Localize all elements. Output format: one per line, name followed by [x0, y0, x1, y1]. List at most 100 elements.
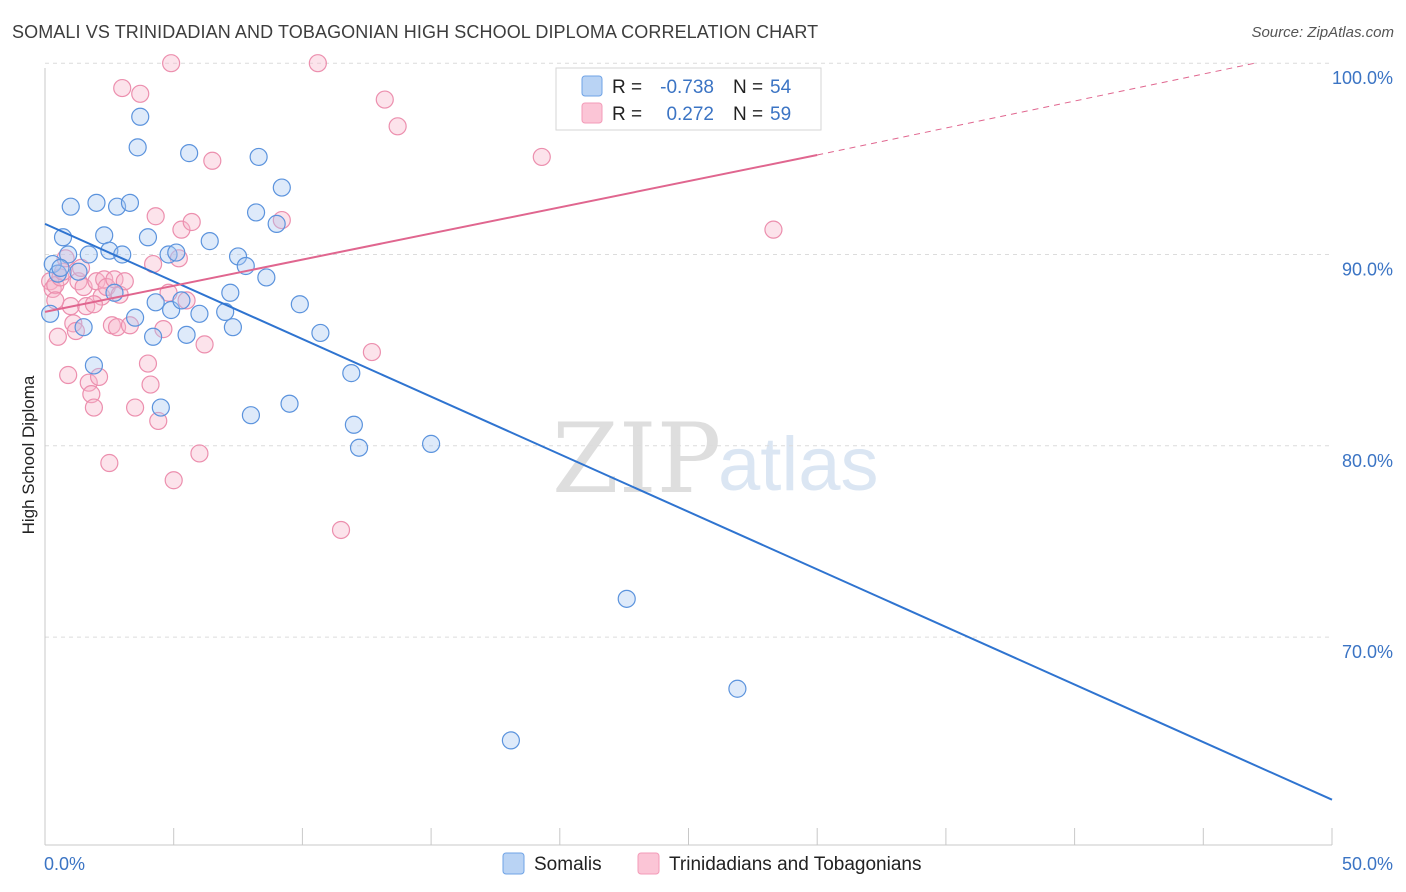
- somalis-point-21: [144, 327, 163, 346]
- trinidadians-point-38: [154, 320, 173, 339]
- somalis-point-39: [249, 147, 268, 167]
- somalis-point-27: [172, 291, 191, 310]
- trinidadians-point-31: [125, 398, 145, 417]
- trinidadians-point-58: [84, 295, 104, 314]
- trinidadians-point-56: [764, 220, 783, 239]
- trinidadians-point-19: [89, 367, 109, 387]
- y-axis-label: High School Diploma: [19, 375, 38, 534]
- somalis-point-7: [74, 318, 93, 337]
- somalis-point-51: [617, 589, 636, 608]
- somalis-point-50: [501, 731, 520, 750]
- trinidadians-point-48: [203, 151, 222, 170]
- somalis-point-46: [342, 364, 361, 383]
- trinidadians-point-47: [195, 335, 214, 354]
- somalis-point-52: [728, 679, 747, 698]
- trinidadians-point-15: [79, 373, 98, 392]
- legend-swatch-somalis: [581, 75, 603, 97]
- somalis-point-40: [257, 268, 276, 287]
- legend-r-value-somalis: -0.738: [660, 77, 714, 98]
- grid-lines: [45, 62, 1332, 638]
- legend: R = -0.738 N = 54 R = 0.272 N = 59: [555, 67, 822, 131]
- somalis-point-23: [151, 398, 170, 417]
- trinidadians-point-55: [532, 147, 551, 167]
- somalis-point-9: [84, 356, 104, 375]
- trinidadians-point-28: [113, 78, 132, 98]
- legend-r-label-somalis: R =: [612, 77, 642, 98]
- bottom-legend-swatch-somalis: [502, 852, 525, 875]
- trinidadians-point-17: [84, 398, 104, 417]
- somalis-point-19: [131, 107, 150, 126]
- legend-n-label-somalis: N =: [733, 77, 763, 98]
- trinidadians-point-45: [182, 212, 201, 232]
- legend-r-value-trinidadians: 0.272: [666, 104, 714, 125]
- series-trinidadians-points: [41, 54, 783, 540]
- somalis-point-26: [167, 243, 186, 262]
- trinidadians-point-53: [375, 90, 394, 109]
- somalis-point-28: [177, 325, 196, 344]
- trinidadians-point-44: [177, 291, 196, 310]
- x-tick-label-min: 0.0%: [44, 854, 85, 874]
- legend-r-label-trinidadians: R =: [612, 104, 642, 125]
- watermark: ZIP atlas: [552, 403, 879, 515]
- trinidadians-point-29: [115, 272, 134, 291]
- somalis-point-44: [290, 295, 309, 314]
- trend-line-trinidadians-extension: [817, 62, 1255, 156]
- bottom-legend: Somalis Trinidadians and Tobagonians: [502, 852, 921, 875]
- series-somalis-points: [41, 107, 747, 750]
- somalis-point-53: [51, 258, 70, 277]
- somalis-point-35: [228, 247, 248, 266]
- trinidadians-point-52: [362, 342, 381, 362]
- somalis-point-18: [128, 138, 147, 157]
- somalis-point-8: [79, 245, 98, 264]
- y-tick-label-90: 90.0%: [1342, 260, 1393, 280]
- source-credit: Source: ZipAtlas.com: [1251, 24, 1394, 41]
- somalis-point-48: [349, 438, 369, 457]
- trinidadians-point-43: [172, 220, 191, 239]
- somalis-point-47: [344, 415, 363, 434]
- somalis-point-5: [61, 197, 80, 216]
- trinidadians-point-54: [388, 117, 407, 136]
- somalis-point-30: [190, 304, 209, 323]
- trinidadians-point-41: [164, 471, 183, 490]
- somalis-point-17: [125, 308, 145, 327]
- trinidadians-point-36: [146, 207, 165, 226]
- somalis-point-37: [241, 406, 261, 425]
- somalis-point-41: [267, 214, 286, 233]
- legend-swatch-trinidadians: [581, 102, 603, 124]
- trinidadians-point-51: [331, 520, 351, 540]
- trinidadians-point-32: [131, 84, 150, 103]
- somalis-point-22: [146, 293, 165, 312]
- trinidadians-point-46: [190, 444, 209, 463]
- somalis-point-31: [200, 232, 219, 251]
- somalis-point-10: [87, 193, 106, 212]
- trinidadians-point-16: [82, 385, 101, 404]
- x-ticks: [44, 828, 1333, 845]
- somalis-point-4: [59, 245, 78, 264]
- trinidadians-point-40: [162, 54, 181, 73]
- trinidadians-point-7: [59, 365, 78, 385]
- somalis-point-11: [95, 226, 114, 245]
- somalis-point-38: [246, 203, 266, 222]
- somalis-point-45: [311, 323, 330, 343]
- trinidadians-point-11: [69, 272, 88, 291]
- y-tick-labels: 70.0% 80.0% 90.0% 100.0%: [1332, 68, 1393, 662]
- somalis-point-6: [69, 262, 88, 281]
- somalis-point-42: [272, 178, 291, 197]
- trinidadians-point-33: [138, 354, 158, 373]
- somalis-point-29: [180, 144, 199, 163]
- y-tick-label-100: 100.0%: [1332, 68, 1393, 88]
- somalis-point-20: [138, 228, 158, 247]
- watermark-zip: ZIP: [552, 403, 721, 515]
- bottom-legend-label-somalis: Somalis: [534, 854, 602, 875]
- trinidadians-point-50: [308, 54, 327, 73]
- trinidadians-point-37: [149, 411, 168, 431]
- trend-lines: [44, 62, 1333, 801]
- y-tick-label-70: 70.0%: [1342, 642, 1393, 662]
- x-tick-label-max: 50.0%: [1342, 854, 1393, 874]
- trinidadians-point-34: [141, 375, 160, 394]
- chart-title: SOMALI VS TRINIDADIAN AND TOBAGONIAN HIG…: [12, 22, 819, 42]
- legend-n-label-trinidadians: N =: [733, 104, 763, 125]
- somalis-point-34: [223, 318, 243, 337]
- watermark-atlas: atlas: [718, 422, 879, 507]
